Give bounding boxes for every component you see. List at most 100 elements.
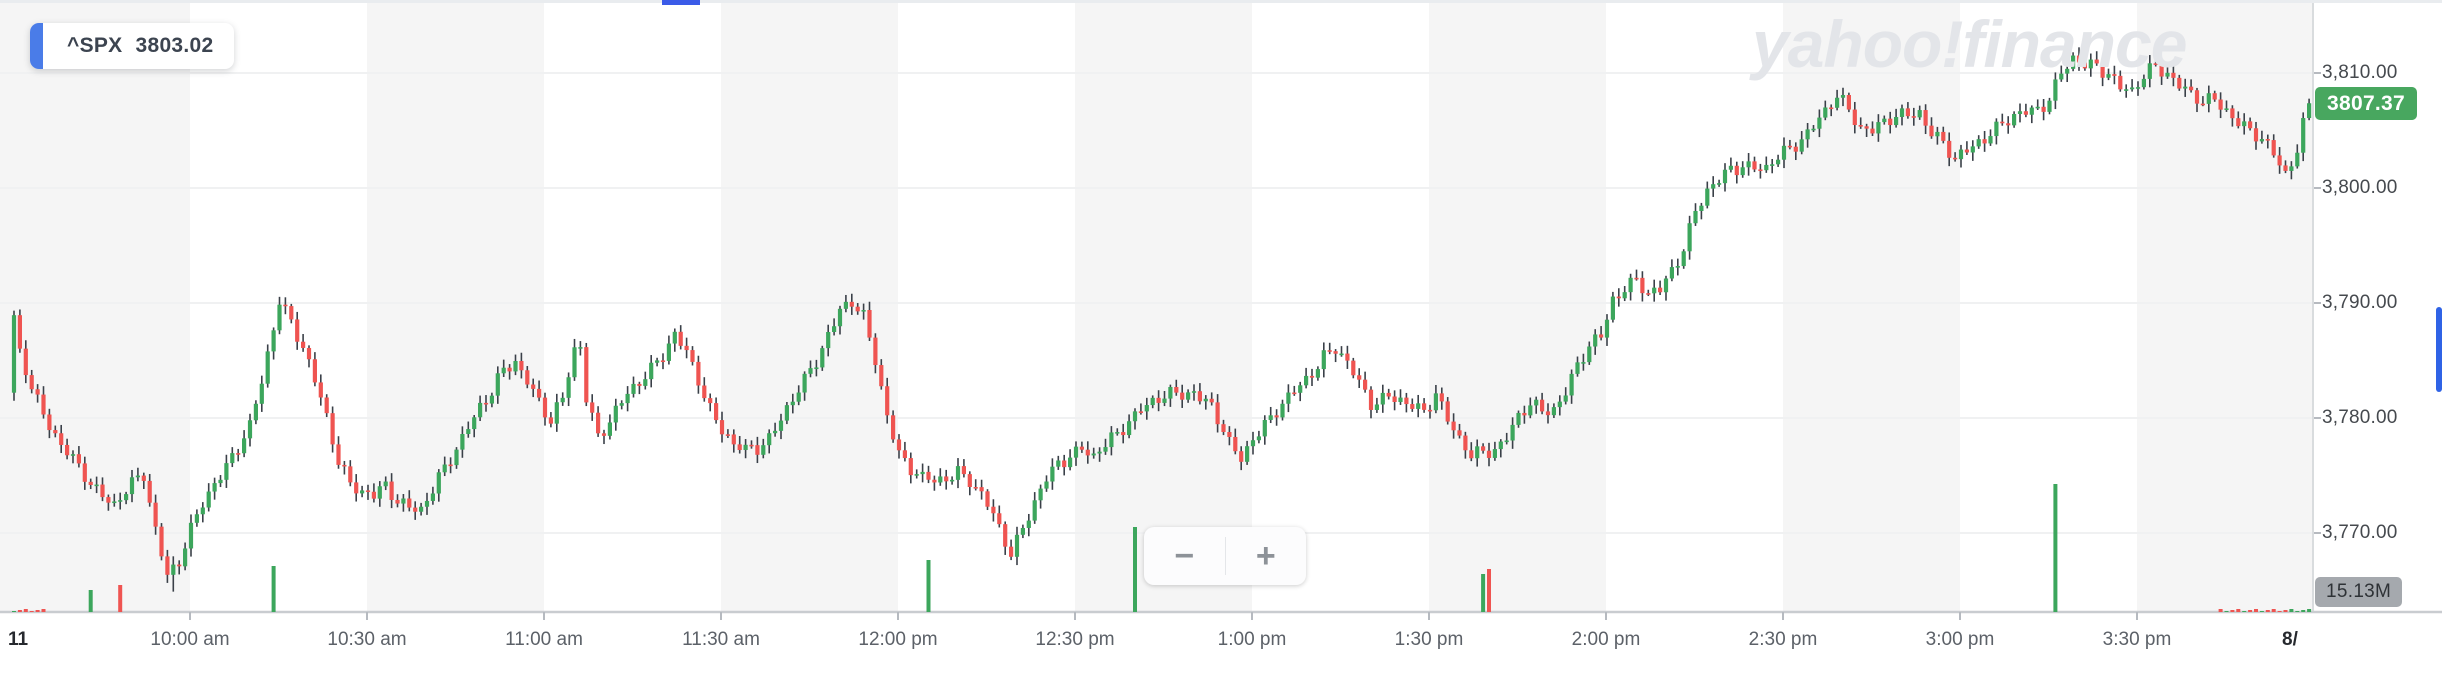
candle-body (1215, 402, 1220, 425)
volume-bar (29, 611, 34, 612)
x-axis-label: 3:00 pm (1925, 629, 1995, 650)
candle-body (2153, 63, 2158, 65)
candle-body (714, 403, 719, 421)
candle-body (790, 401, 795, 406)
candle-body (277, 304, 282, 331)
candle-body (247, 420, 253, 439)
candle-body (725, 434, 730, 436)
candle-body (2224, 108, 2229, 111)
candle-body (926, 471, 931, 480)
zoom-in-button[interactable]: + (1226, 527, 1307, 585)
candle-body (2023, 111, 2028, 115)
candle-body (1380, 392, 1385, 405)
candle-body (1740, 167, 1745, 176)
candle-body (1115, 432, 1120, 434)
candle-body (1374, 404, 1379, 410)
candle-body (1699, 205, 1704, 211)
candle-body (1722, 169, 1728, 184)
candle-body (2283, 165, 2288, 171)
volume-bar (2265, 610, 2270, 612)
y-axis-label: 3,800.00 (2322, 177, 2398, 198)
volume-bar (2259, 611, 2264, 612)
session-stripe (367, 3, 544, 612)
candle-body (702, 385, 707, 399)
zoom-controls-divider (1224, 537, 1226, 575)
candle-body (607, 422, 612, 436)
candle-body (2006, 123, 2011, 126)
candle-body (1929, 125, 1934, 137)
candle-body (1250, 440, 1256, 447)
candle-body (932, 479, 937, 483)
candle-body (955, 466, 961, 480)
candle-body (118, 500, 123, 502)
session-stripe (1783, 3, 1960, 612)
candle-body (312, 359, 317, 383)
candle-body (1888, 118, 1893, 126)
session-stripe (2137, 3, 2313, 612)
zoom-out-button[interactable]: − (1144, 527, 1225, 585)
candle-body (1917, 110, 1922, 118)
candle-body (997, 513, 1002, 525)
candle-body (2053, 79, 2058, 101)
candle-body (2076, 55, 2082, 63)
candle-body (1628, 277, 1633, 293)
candle-body (1817, 117, 1822, 129)
candle-body (914, 474, 919, 476)
candle-body (1327, 350, 1332, 352)
candle-body (1091, 453, 1096, 456)
candle-body (1085, 449, 1090, 456)
candle-body (826, 332, 831, 349)
candle-body (584, 347, 589, 403)
candle-body (100, 484, 105, 498)
candle-body (1050, 466, 1055, 482)
candle-body (1563, 395, 1568, 402)
candle-body (2017, 111, 2023, 115)
candle-body (808, 368, 813, 374)
x-axis-label: 11:00 am (505, 629, 583, 650)
session-stripe (721, 3, 898, 612)
candle-body (301, 341, 306, 348)
volume-bar (88, 590, 93, 612)
candle-body (2124, 89, 2129, 91)
candle-body (537, 388, 542, 398)
candle-body (436, 472, 441, 494)
candle-body (1345, 353, 1350, 361)
candle-body (2159, 64, 2164, 77)
candle-body (1427, 409, 1433, 412)
candle-body (466, 429, 471, 435)
volume-bar (17, 610, 22, 612)
candle-body (135, 475, 140, 478)
candle-body (1180, 392, 1185, 400)
candle-body (1799, 139, 1804, 152)
candle-body (124, 494, 129, 501)
volume-bar (2236, 609, 2241, 612)
candle-body (1292, 392, 1297, 395)
x-axis-date-label-right: 8/ (2282, 629, 2298, 650)
volume-bar (2230, 610, 2235, 612)
candle-body (1705, 188, 1710, 206)
volume-bar (2295, 611, 2300, 612)
candle-body (867, 309, 872, 338)
candle-body (1852, 109, 1857, 126)
candle-body (902, 450, 907, 459)
candle-body (1675, 266, 1680, 268)
x-axis-label: 2:00 pm (1571, 629, 1641, 650)
candle-body (619, 403, 624, 406)
candle-body (2200, 103, 2205, 106)
volume-bar (2248, 610, 2253, 612)
candle-body (1876, 122, 1881, 134)
last-price-badge: 3807.37 (2315, 87, 2418, 120)
session-stripe (1429, 3, 1606, 612)
candle-body (513, 360, 518, 372)
scrollbar-thumb[interactable] (2436, 307, 2442, 392)
candle-body (2194, 90, 2200, 104)
candle-body (967, 474, 972, 488)
candle-body (531, 384, 536, 389)
candle-body (601, 433, 607, 436)
candle-body (1840, 95, 1846, 98)
candle-body (1545, 411, 1551, 416)
candle-body (2012, 114, 2017, 126)
candle-body (1776, 159, 1781, 165)
candle-body (1486, 450, 1492, 458)
